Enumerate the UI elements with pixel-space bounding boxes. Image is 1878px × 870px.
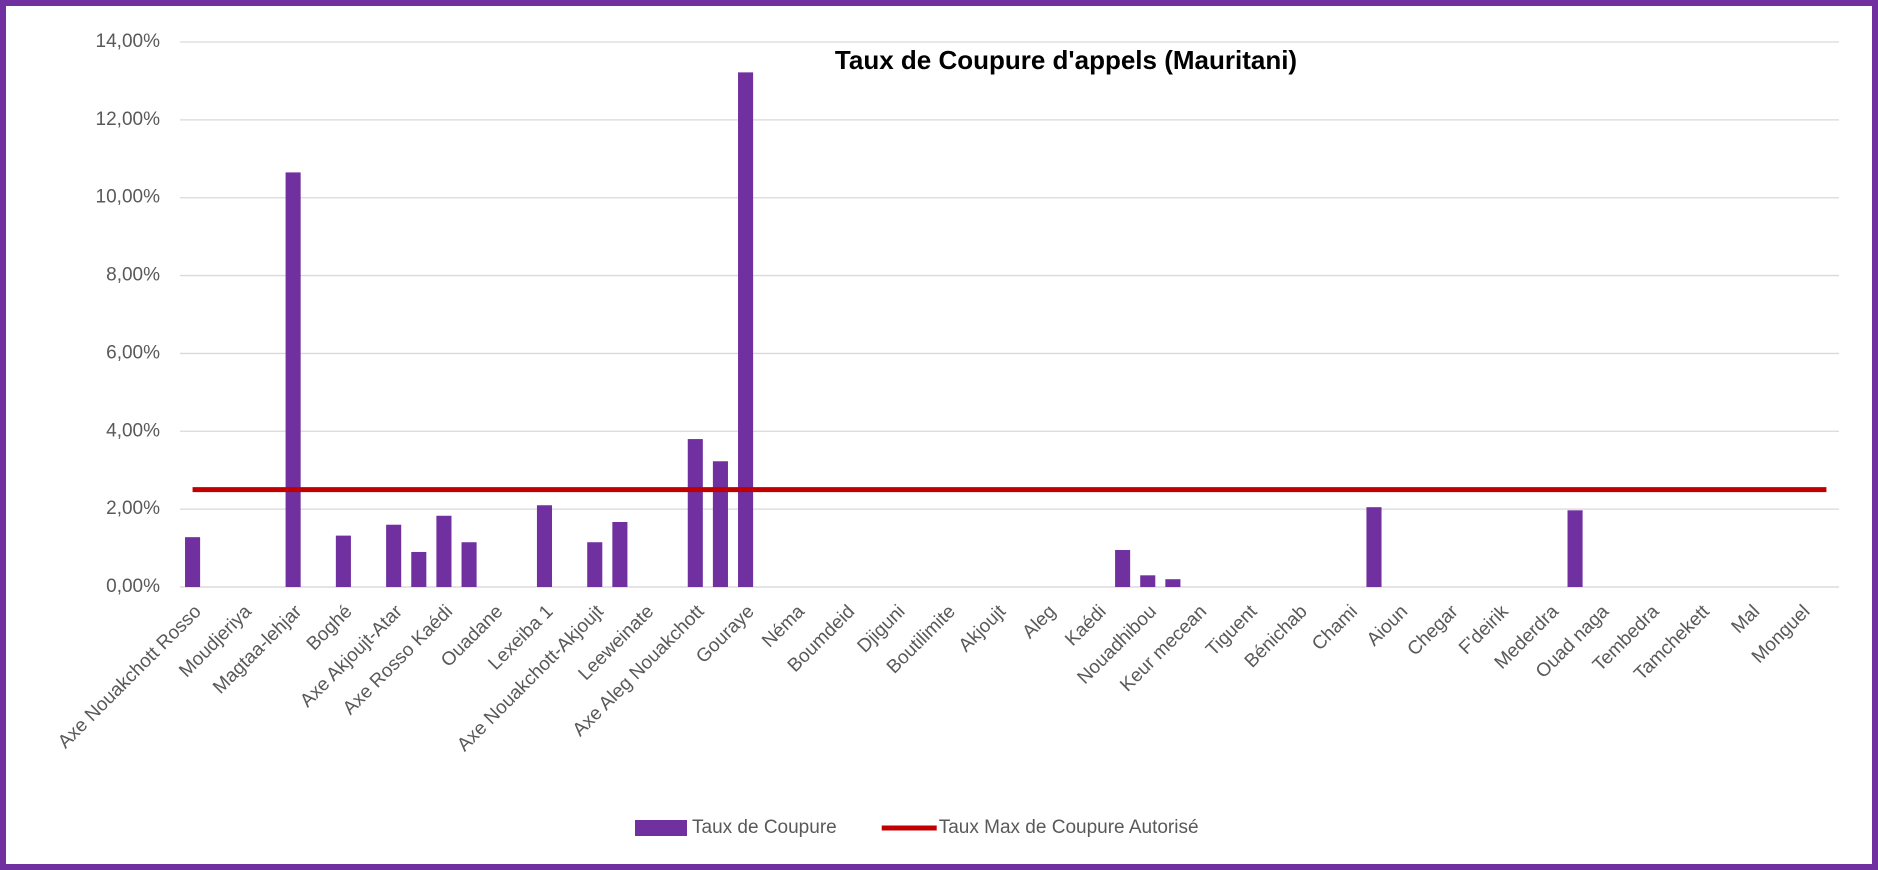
legend-swatch: [635, 820, 687, 836]
legend-label: Taux Max de Coupure Autorisé: [939, 817, 1199, 838]
bar: [738, 72, 754, 588]
bar: [386, 524, 402, 587]
bar: [687, 439, 703, 587]
bar: [536, 505, 553, 587]
bar: [1140, 575, 1156, 587]
bar: [1115, 550, 1131, 587]
bar: [285, 172, 301, 588]
y-tick-label: 10,00%: [96, 187, 161, 208]
y-tick-label: 0,00%: [106, 576, 160, 597]
bar: [612, 521, 628, 587]
bar: [185, 537, 201, 587]
chart-title: Taux de Coupure d'appels (Mauritani): [835, 45, 1297, 75]
bar: [436, 515, 452, 587]
y-tick-label: 4,00%: [106, 420, 160, 441]
bar: [335, 535, 351, 587]
bar: [587, 542, 603, 587]
y-tick-label: 14,00%: [96, 31, 161, 52]
bar: [461, 542, 477, 587]
bar: [712, 461, 728, 587]
bar: [1366, 507, 1382, 587]
bar: [1165, 579, 1181, 587]
legend-label: Taux de Coupure: [692, 817, 837, 838]
y-tick-label: 12,00%: [96, 109, 161, 130]
bar: [411, 551, 427, 587]
y-tick-label: 2,00%: [106, 498, 160, 519]
y-tick-label: 6,00%: [106, 342, 160, 363]
bar: [1567, 510, 1583, 587]
y-tick-label: 8,00%: [106, 265, 160, 286]
